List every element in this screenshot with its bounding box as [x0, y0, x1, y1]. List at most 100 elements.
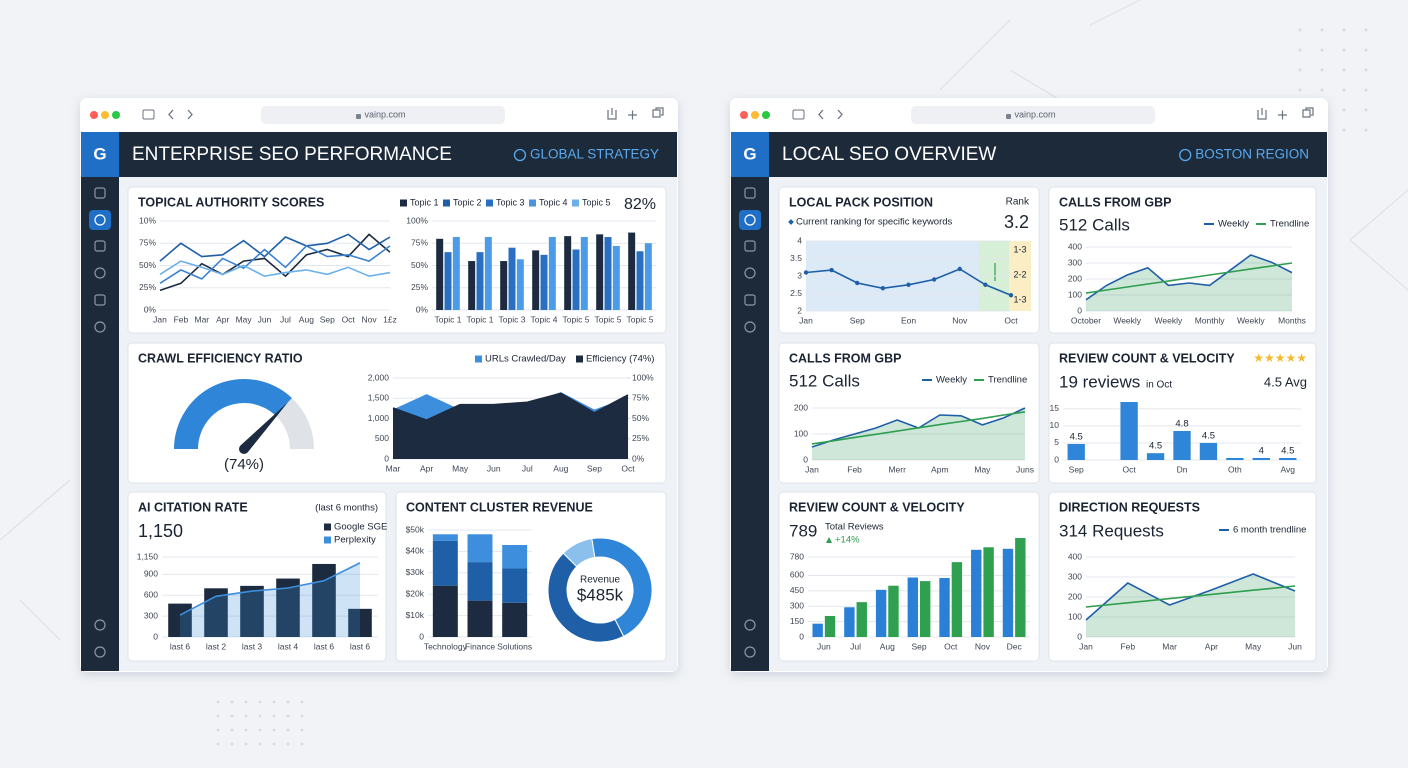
- stat: 1,150: [138, 521, 183, 541]
- decor-dot: [230, 728, 234, 732]
- decor-dot: [1364, 88, 1368, 92]
- y-tick-label: 0: [1077, 305, 1082, 315]
- x-tick-label: Nov: [952, 315, 968, 325]
- address-bar: [911, 106, 1155, 124]
- legend-swatch: [572, 199, 579, 207]
- x-tick-label: Oct: [1004, 315, 1018, 325]
- bar: [939, 578, 950, 637]
- y-tick-label: 600: [790, 570, 804, 580]
- bar-label: 4.8: [1175, 419, 1188, 430]
- decor-dot: [286, 700, 290, 704]
- legend-label: Trendline: [988, 375, 1027, 386]
- y-tick-label: 300: [1068, 257, 1082, 267]
- legend-label: Topic 3: [496, 197, 525, 207]
- bar-segment: [502, 568, 528, 603]
- stat: 512 Calls: [789, 371, 860, 390]
- logo-box: [81, 132, 119, 177]
- bar: [983, 547, 994, 637]
- title: CALLS FROM GBP: [1059, 195, 1172, 209]
- point: [803, 270, 809, 275]
- decoration: [0, 0, 1408, 641]
- title: CRAWL EFFICIENCY RATIO: [138, 351, 303, 365]
- decor-dot: [230, 714, 234, 718]
- decor-dot: [272, 714, 276, 718]
- nav-icon: [94, 214, 106, 226]
- line: [159, 244, 391, 284]
- decor-dot: [1342, 68, 1346, 72]
- y-tick-label: 0: [419, 631, 424, 641]
- y-tick-label: 0%: [416, 304, 429, 314]
- y-tick-label: 200: [1068, 591, 1082, 601]
- x-tick-label: Oth: [1228, 464, 1242, 474]
- decor-dot: [272, 728, 276, 732]
- bar: [276, 578, 300, 637]
- y-tick-label: 1,500: [368, 393, 390, 403]
- x-tick-label: last 6: [314, 641, 335, 651]
- bar: [844, 607, 855, 637]
- logo: G: [93, 144, 106, 163]
- x-tick-label: Oct: [621, 463, 635, 473]
- legend-label: Weekly: [936, 375, 967, 386]
- decor-dot: [1298, 88, 1302, 92]
- band-label: 1-3: [1013, 294, 1026, 304]
- stars: ★★★★★: [1253, 351, 1307, 365]
- x-tick-label: Aug: [553, 463, 568, 473]
- line: [1085, 585, 1296, 608]
- x-tick-label: Nov: [362, 314, 378, 324]
- bullet: [788, 219, 794, 225]
- decor-dot: [1342, 28, 1346, 32]
- legend-swatch: [400, 199, 407, 207]
- title: REVIEW COUNT & VELOCITY: [1059, 351, 1235, 365]
- x-tick-label: Eon: [901, 315, 916, 325]
- decor-dot: [286, 728, 290, 732]
- y2-tick-label: 0%: [632, 453, 645, 463]
- y-tick-label: 50%: [411, 260, 428, 270]
- legend-label: URLs Crawled/Day: [485, 354, 566, 365]
- bar: [1015, 538, 1026, 637]
- y-tick-label: 400: [1068, 241, 1082, 251]
- x-tick-label: Finance: [465, 641, 496, 651]
- legend-swatch: [475, 355, 482, 363]
- url: vainp.com: [364, 109, 405, 119]
- y-tick-label: 1,150: [137, 551, 159, 561]
- gauge-label: (74%): [224, 456, 264, 473]
- legend-label: Efficiency (74%): [586, 354, 654, 365]
- nav-icon: [94, 294, 106, 306]
- nav-icon: [94, 646, 106, 658]
- y-tick-label: 10%: [139, 215, 156, 225]
- legend-label: Perplexity: [334, 535, 376, 546]
- stat-label: Rank: [1006, 197, 1030, 208]
- bar-label: 4.5: [1202, 430, 1215, 441]
- x-tick-label: Sep: [320, 314, 335, 324]
- legend-label: Topic 5: [582, 197, 611, 207]
- bar: [444, 252, 452, 310]
- nav-icon: [744, 646, 756, 658]
- y-tick-label: 0: [803, 454, 808, 464]
- line: [159, 260, 391, 278]
- x-tick-label: Juns: [1016, 464, 1034, 474]
- bar-segment: [432, 540, 458, 586]
- decor-dot: [1298, 28, 1302, 32]
- y-tick-label: $10k: [406, 610, 425, 620]
- bar: [484, 237, 492, 310]
- legend-label: 6 month trendline: [1233, 525, 1306, 536]
- bar: [1002, 548, 1014, 637]
- stat-note: in Oct: [1146, 380, 1172, 391]
- panel: [1048, 186, 1317, 334]
- bar: [596, 234, 604, 310]
- region-badge: GLOBAL STRATEGY: [530, 147, 659, 162]
- x-tick-label: May: [452, 463, 469, 473]
- y-tick-label: 200: [794, 402, 808, 412]
- x-tick-label: Oct: [342, 314, 356, 324]
- legend-label: Topic 1: [410, 197, 439, 207]
- y-tick-label: 2.5: [790, 288, 802, 298]
- point: [1008, 293, 1014, 298]
- y2-tick-label: 50%: [632, 413, 649, 423]
- y-tick-label: 300: [790, 600, 804, 610]
- x-tick-label: Jan: [799, 315, 813, 325]
- donut-total: $485k: [577, 585, 624, 604]
- decor-dot: [244, 742, 248, 746]
- x-tick-label: Jul: [280, 314, 291, 324]
- avg: 4.5 Avg: [1264, 374, 1307, 389]
- bar: [1067, 443, 1085, 460]
